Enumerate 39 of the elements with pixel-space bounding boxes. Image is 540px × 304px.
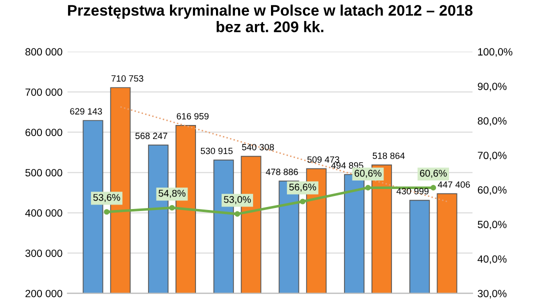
y-tick-label: 200 000: [26, 290, 62, 298]
data-label: 518 864: [372, 152, 405, 159]
y2-tick-label: 70,0%: [478, 152, 507, 160]
point: [365, 184, 371, 190]
data-label: 54,8%: [158, 190, 186, 198]
data-label: 629 143: [70, 108, 102, 115]
y2-tick-label: 90,0%: [478, 82, 507, 92]
data-label: 478 886: [266, 168, 298, 176]
chart-title: Przestępstwa kryminalne w Polsce w latach 2012 – 2018 bez art. 209 kk.: [68, 4, 473, 32]
y2-tick-label: 30,0%: [478, 290, 507, 298]
point: [104, 209, 110, 215]
data-label: 616 959: [176, 113, 209, 120]
data-label: 568 247: [135, 132, 168, 140]
point: [300, 198, 306, 204]
point: [234, 211, 240, 217]
y-tick-label: 700 000: [26, 88, 62, 96]
data-label: 710 753: [112, 75, 144, 82]
data-label: 60,6%: [354, 170, 382, 178]
y2-tick-label: 80,0%: [478, 117, 507, 126]
y2-tick-label: 40,0%: [478, 255, 507, 264]
data-label: 53,0%: [224, 196, 251, 204]
y2-tick-label: 50,0%: [478, 220, 507, 230]
data-label: 530 915: [200, 148, 233, 154]
data-label: 56,6%: [289, 184, 316, 192]
data-label: 53,6%: [93, 194, 120, 202]
data-label: 430 999: [396, 188, 429, 194]
data-label: 540 308: [242, 144, 274, 150]
y2-tick-label: 100,0%: [478, 48, 512, 57]
y-tick-label: 400 000: [25, 209, 62, 217]
y-tick-label: 500 000: [25, 169, 62, 176]
y-tick-label: 300 000: [25, 250, 62, 257]
point: [430, 184, 436, 190]
y-tick-label: 800 000: [25, 48, 62, 56]
data-label: 447 406: [438, 181, 470, 188]
y2-tick-label: 60,0%: [478, 186, 507, 195]
y-tick-label: 600 000: [26, 128, 62, 136]
point: [169, 204, 175, 211]
data-label: 509 473: [307, 156, 340, 163]
data-label: 60,6%: [420, 170, 447, 178]
